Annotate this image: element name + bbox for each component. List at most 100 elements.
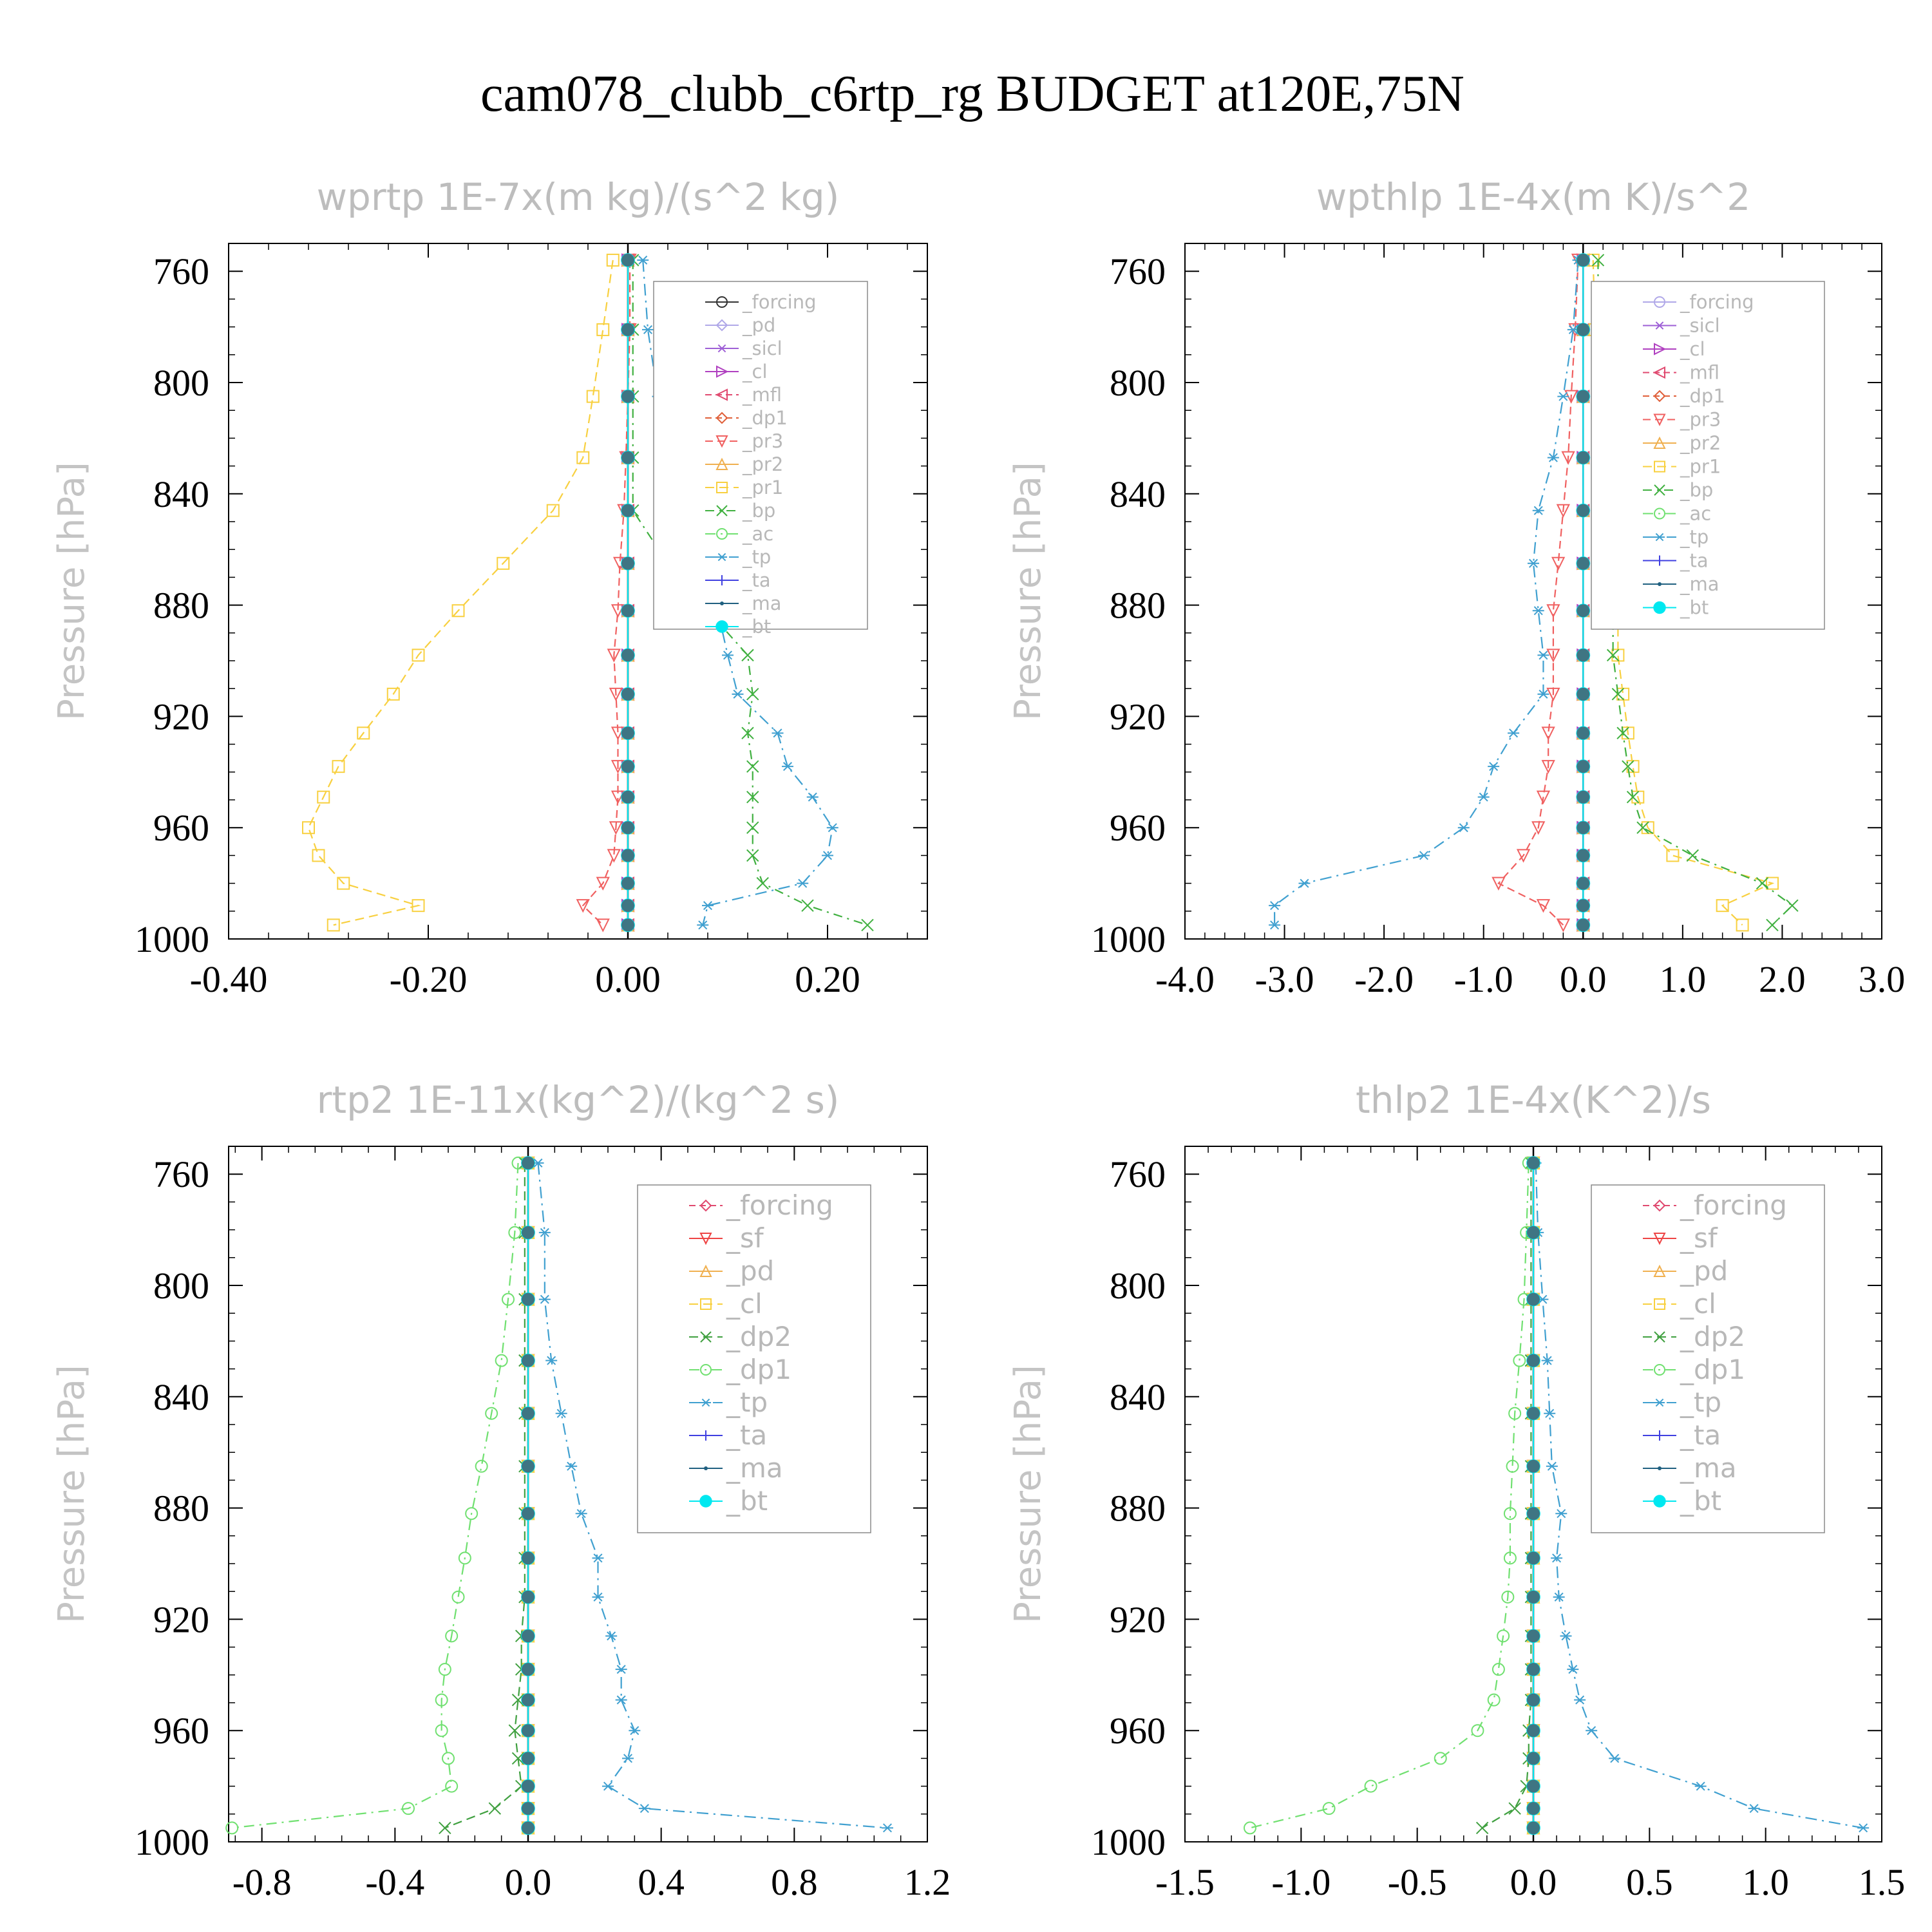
data-point bbox=[546, 504, 560, 517]
legend-marker bbox=[1654, 321, 1665, 330]
legend-item: _ac bbox=[705, 523, 773, 545]
data-point bbox=[402, 1802, 415, 1815]
legend-marker bbox=[1654, 484, 1665, 496]
data-point bbox=[451, 604, 465, 618]
legend-item: _forcing bbox=[705, 291, 817, 313]
legend-label: _dp1 bbox=[1680, 1354, 1745, 1385]
series-line bbox=[1497, 260, 1579, 926]
data-point bbox=[602, 1781, 614, 1791]
stacked-point bbox=[522, 1724, 535, 1738]
y-tick-label: 960 bbox=[1110, 1710, 1166, 1752]
data-point bbox=[611, 790, 625, 804]
stacked-point bbox=[1527, 1507, 1540, 1520]
data-point bbox=[746, 760, 759, 773]
y-tick-label: 880 bbox=[153, 1488, 209, 1530]
legend: _forcing_sf_pd_cl_dp2_dp1_tp_ta_ma_bt bbox=[637, 1184, 871, 1533]
legend-label: _ta bbox=[1680, 1419, 1721, 1451]
data-point bbox=[458, 1551, 471, 1565]
legend-item: _ta bbox=[1643, 550, 1709, 572]
x-tick-label: -1.0 bbox=[1271, 1861, 1331, 1903]
legend-label: _cl bbox=[742, 361, 768, 383]
data-point bbox=[1364, 1779, 1378, 1793]
data-point bbox=[1544, 1408, 1556, 1418]
data-point bbox=[1626, 790, 1640, 804]
x-tick-label: -0.20 bbox=[390, 958, 468, 1000]
data-point bbox=[1666, 849, 1680, 862]
legend-marker bbox=[1654, 507, 1665, 520]
x-tick-label: 0.0 bbox=[1560, 958, 1607, 1000]
data-point bbox=[756, 876, 769, 890]
x-tick-label: 0.5 bbox=[1626, 1861, 1673, 1903]
legend-item: _cl bbox=[1643, 338, 1705, 360]
x-tick-label: 1.0 bbox=[1660, 958, 1707, 1000]
legend-label: _sf bbox=[726, 1222, 764, 1254]
stacked-point bbox=[522, 1752, 535, 1765]
series-line bbox=[582, 260, 631, 926]
data-point bbox=[1528, 558, 1539, 568]
center-stack bbox=[522, 1156, 535, 1835]
data-point bbox=[555, 1408, 567, 1418]
y-axis-label: Pressure [hPa] bbox=[1007, 462, 1049, 721]
center-stack bbox=[621, 253, 634, 932]
data-point bbox=[1508, 1802, 1521, 1815]
legend-marker bbox=[1654, 296, 1665, 308]
legend-label: _ma bbox=[726, 1452, 783, 1484]
stacked-point bbox=[1527, 1406, 1540, 1420]
stacked-point bbox=[522, 1779, 535, 1793]
data-point bbox=[1546, 604, 1560, 618]
data-point bbox=[1532, 506, 1544, 515]
data-point bbox=[615, 1695, 627, 1705]
legend-item: _bt bbox=[1643, 1485, 1721, 1517]
data-point bbox=[611, 604, 625, 618]
legend-marker bbox=[1653, 1233, 1666, 1245]
data-point bbox=[1556, 918, 1570, 933]
legend-label: _mfl bbox=[1680, 362, 1719, 384]
data-point bbox=[1636, 821, 1649, 834]
legend-marker bbox=[1654, 1430, 1665, 1441]
legend-label: _ac bbox=[742, 523, 773, 545]
x-tick-label: -1.0 bbox=[1454, 958, 1513, 1000]
y-tick-label: 1000 bbox=[135, 1821, 209, 1863]
legend-marker bbox=[1658, 1466, 1662, 1470]
y-tick-label: 800 bbox=[153, 362, 209, 404]
legend-label: _sicl bbox=[742, 337, 782, 359]
data-point bbox=[1322, 1802, 1336, 1815]
data-point bbox=[438, 1663, 451, 1676]
y-tick-label: 1000 bbox=[135, 918, 209, 960]
legend-item: _bt bbox=[705, 616, 771, 638]
stacked-point bbox=[522, 1293, 535, 1306]
data-point bbox=[1492, 1663, 1505, 1676]
data-point bbox=[596, 918, 610, 933]
data-point bbox=[722, 650, 734, 660]
legend-label: _tp bbox=[742, 546, 771, 568]
data-point bbox=[1546, 649, 1560, 663]
data-point bbox=[1574, 1695, 1586, 1705]
data-point bbox=[697, 920, 709, 930]
legend-marker bbox=[701, 1398, 711, 1407]
data-point bbox=[1475, 1821, 1489, 1835]
legend-item: _sf bbox=[689, 1222, 764, 1254]
stacked-point bbox=[1577, 849, 1590, 862]
stacked-point bbox=[522, 1693, 535, 1707]
y-tick-label: 840 bbox=[1110, 473, 1166, 515]
data-point bbox=[488, 1802, 502, 1815]
data-point bbox=[575, 1509, 587, 1519]
legend-item: _pd bbox=[689, 1255, 774, 1287]
data-point bbox=[1536, 899, 1551, 913]
x-tick-label: 0.8 bbox=[771, 1861, 818, 1903]
legend-marker bbox=[1654, 533, 1665, 542]
legend: _forcing_pd_sicl_cl_mfl_dp1_pr3_pr2_pr1_… bbox=[653, 281, 868, 638]
legend-label: _bp bbox=[1680, 479, 1713, 501]
legend-item: _pr3 bbox=[1643, 409, 1721, 431]
data-point bbox=[806, 792, 819, 802]
y-axis-label: Pressure [hPa] bbox=[51, 1365, 93, 1624]
y-tick-label: 840 bbox=[1110, 1376, 1166, 1418]
legend-item: _dp2 bbox=[1643, 1321, 1745, 1352]
data-point bbox=[1551, 556, 1566, 571]
data-point bbox=[629, 1726, 641, 1736]
stacked-point bbox=[621, 821, 634, 835]
data-point bbox=[1541, 760, 1555, 774]
legend-marker bbox=[699, 1233, 712, 1245]
panel-title: rtp2 1E-11x(kg^2)/(kg^2 s) bbox=[317, 1078, 840, 1122]
legend-item: _pr1 bbox=[1643, 456, 1721, 478]
